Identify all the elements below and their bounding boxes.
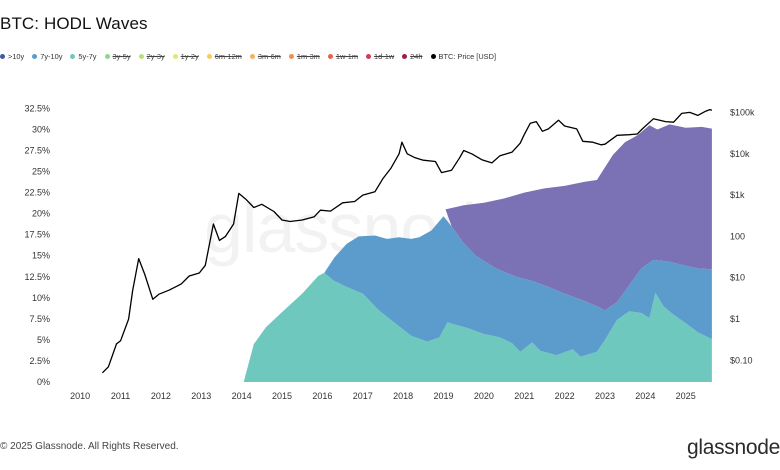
legend-item[interactable]: 1y-2y: [172, 52, 199, 61]
legend-swatch-icon: [288, 54, 294, 59]
y-right-tick-label: $0.10: [730, 355, 753, 365]
legend-swatch-icon: [206, 54, 212, 59]
series-area->10y: [445, 124, 712, 311]
legend-label: >10y: [8, 52, 25, 61]
brand-logo[interactable]: glassnode: [686, 436, 780, 459]
y-right-tick-label: $10: [730, 273, 745, 283]
x-tick-label: 2016: [312, 391, 332, 401]
legend-label: 1d-1w: [374, 52, 395, 61]
legend-swatch-icon: [104, 54, 110, 59]
x-tick-label: 2025: [676, 391, 696, 401]
legend-label: 7y-10y: [40, 52, 63, 61]
y-left-tick-label: 20%: [32, 209, 50, 219]
x-tick-label: 2018: [393, 391, 413, 401]
legend-item[interactable]: 1w-1m: [327, 52, 359, 61]
legend-label: 24h: [410, 52, 423, 61]
y-left-tick-label: 17.5%: [24, 230, 50, 240]
legend-item[interactable]: >10y: [0, 52, 24, 61]
legend-swatch-icon: [70, 54, 76, 59]
legend-label: 1m-3m: [296, 52, 320, 61]
legend-swatch-icon: [138, 54, 144, 59]
y-left-tick-label: 22.5%: [24, 188, 50, 198]
legend-swatch-icon: [32, 54, 38, 59]
x-tick-label: 2013: [191, 391, 211, 401]
x-tick-label: 2023: [595, 391, 615, 401]
legend-item[interactable]: 3y-5y: [104, 52, 131, 61]
y-left-tick-label: 12.5%: [24, 272, 50, 282]
y-left-tick-label: 25%: [32, 167, 50, 177]
y-left-tick-label: 15%: [32, 251, 50, 261]
legend-item[interactable]: 6m-12m: [206, 52, 242, 61]
legend-label: 3y-5y: [112, 52, 131, 61]
legend-label: 2y-3y: [146, 52, 165, 61]
legend-item[interactable]: 5y-7y: [70, 52, 97, 61]
price-layer: [101, 108, 713, 374]
legend-item[interactable]: 1m-3m: [288, 52, 320, 61]
btc-price-line: [101, 108, 713, 374]
copyright-footer: © 2025 Glassnode. All Rights Reserved.: [0, 441, 179, 452]
legend-swatch-icon: [0, 54, 5, 59]
x-tick-label: 2015: [272, 391, 292, 401]
series-area-7y-10y: [324, 216, 712, 357]
chart-title: BTC: HODL Waves: [0, 14, 148, 33]
x-tick-label: 2019: [433, 391, 453, 401]
legend-swatch-icon: [430, 54, 436, 59]
y-left-tick-label: 30%: [32, 124, 50, 134]
y-left-tick-label: 7.5%: [29, 314, 50, 324]
legend-label: 6m-12m: [214, 52, 242, 61]
legend-item[interactable]: 3m-6m: [249, 52, 281, 61]
series-area-5y-7y: [243, 271, 712, 382]
legend-item[interactable]: BTC: Price [USD]: [430, 52, 497, 61]
legend-item[interactable]: 2y-3y: [138, 52, 165, 61]
y-right-tick-label: $1: [730, 314, 740, 324]
ticks-layer: 2010 2011 2012 2013 2014 2015 2016 2017 2018 2019…: [24, 103, 755, 401]
series-layer: [243, 124, 712, 382]
legend-item[interactable]: 24h: [402, 52, 423, 61]
x-tick-label: 2024: [635, 391, 655, 401]
legend-label: 5y-7y: [78, 52, 97, 61]
x-tick-label: 2021: [514, 391, 534, 401]
y-left-tick-label: 10%: [32, 293, 50, 303]
legend-swatch-icon: [327, 54, 333, 59]
y-left-tick-label: 2.5%: [29, 356, 50, 366]
legend-swatch-icon: [249, 54, 255, 59]
y-left-tick-label: 27.5%: [24, 146, 50, 156]
y-left-tick-label: 0%: [37, 377, 50, 387]
x-tick-label: 2012: [151, 391, 171, 401]
legend: >10y 7y-10y 5y-7y 3y-5y 2y-3y 1y-2y 6m-12m 3m-6…: [0, 52, 504, 61]
y-right-tick-label: $10k: [730, 149, 750, 159]
legend-swatch-icon: [402, 54, 408, 59]
legend-swatch-icon: [172, 54, 178, 59]
x-tick-label: 2014: [232, 391, 252, 401]
legend-label: 1y-2y: [180, 52, 199, 61]
x-tick-label: 2010: [70, 391, 90, 401]
legend-item[interactable]: 1d-1w: [366, 52, 394, 61]
y-left-tick-label: 32.5%: [24, 103, 50, 113]
x-tick-label: 2022: [555, 391, 575, 401]
legend-label: BTC: Price [USD]: [438, 52, 497, 61]
legend-swatch-icon: [366, 54, 372, 59]
y-left-tick-label: 5%: [37, 335, 50, 345]
x-tick-label: 2020: [474, 391, 494, 401]
y-right-tick-label: $1k: [730, 190, 745, 200]
y-right-tick-label: $100k: [730, 107, 755, 117]
legend-item[interactable]: 7y-10y: [32, 52, 62, 61]
y-right-tick-label: 100: [730, 231, 745, 241]
x-tick-label: 2017: [353, 391, 373, 401]
legend-label: 3m-6m: [257, 52, 281, 61]
x-tick-label: 2011: [111, 391, 130, 401]
legend-label: 1w-1m: [335, 52, 359, 61]
